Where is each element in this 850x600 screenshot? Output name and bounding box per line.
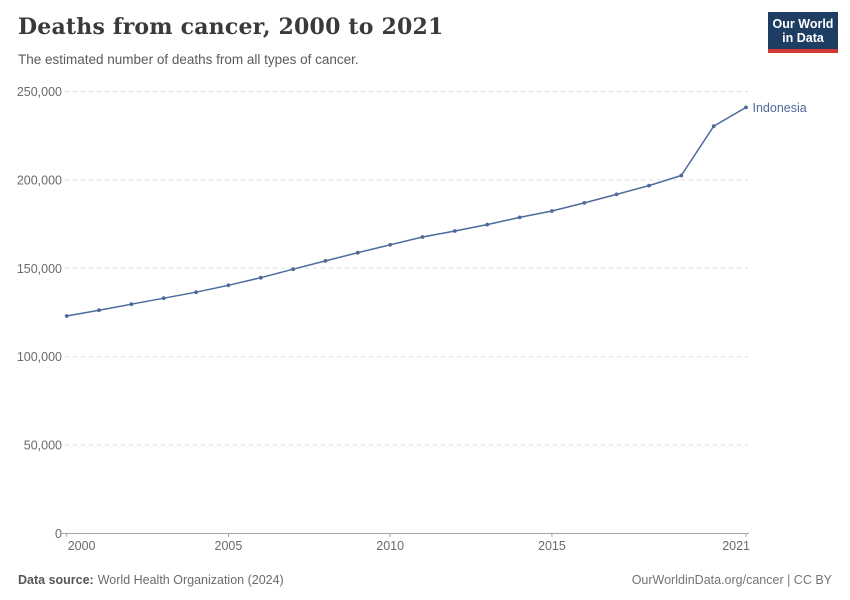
data-point xyxy=(258,275,263,280)
x-tick-label: 2010 xyxy=(376,539,404,553)
data-point xyxy=(582,201,587,205)
data-point xyxy=(291,267,295,272)
data-point xyxy=(388,242,393,247)
data-point xyxy=(614,192,619,197)
data-point xyxy=(161,296,166,301)
data-point xyxy=(97,308,101,313)
data-point xyxy=(647,183,651,188)
data-point xyxy=(323,259,328,263)
x-tick-label: 2000 xyxy=(68,539,96,553)
data-point xyxy=(194,290,199,295)
chart-title: Deaths from cancer, 2000 to 2021 xyxy=(18,14,444,40)
data-point xyxy=(129,302,134,307)
data-point xyxy=(517,215,522,220)
owid-logo[interactable]: Our World in Data xyxy=(768,12,838,53)
series-end-label: Indonesia xyxy=(753,101,807,115)
y-tick-label: 150,000 xyxy=(17,262,62,276)
owid-logo-line1: Our World xyxy=(772,17,834,31)
data-point xyxy=(420,235,425,239)
x-tick-label: 2005 xyxy=(215,539,243,553)
y-tick-label: 200,000 xyxy=(17,173,62,187)
chart-subtitle: The estimated number of deaths from all … xyxy=(18,52,359,67)
data-point xyxy=(744,105,748,110)
data-point xyxy=(550,209,554,213)
data-point xyxy=(485,222,490,227)
data-source-label: Data source: xyxy=(18,573,94,587)
chart-footer: Data source: World Health Organization (2… xyxy=(0,573,850,587)
data-point xyxy=(355,250,360,255)
y-tick-label: 100,000 xyxy=(17,350,62,364)
data-point xyxy=(226,283,231,288)
data-point xyxy=(453,229,457,233)
y-tick-label: 250,000 xyxy=(17,85,62,99)
x-tick-label: 2021 xyxy=(722,539,750,553)
data-source: Data source: World Health Organization (2… xyxy=(18,573,284,587)
y-tick-label: 0 xyxy=(55,527,62,541)
owid-logo-line2: in Data xyxy=(782,31,824,45)
data-point xyxy=(64,314,69,318)
data-source-value: World Health Organization (2024) xyxy=(97,573,284,587)
data-point xyxy=(679,173,684,178)
trend-line xyxy=(66,106,747,317)
x-tick-label: 2015 xyxy=(538,539,566,553)
attribution-link[interactable]: OurWorldinData.org/cancer | CC BY xyxy=(631,573,832,587)
data-point xyxy=(711,124,716,129)
y-tick-label: 50,000 xyxy=(24,439,62,453)
